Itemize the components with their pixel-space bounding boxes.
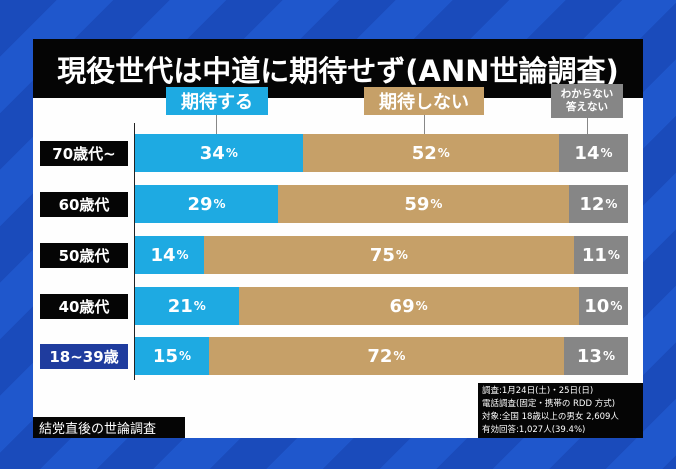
unit-label: % [393,349,406,363]
data-label: 52 [411,142,437,164]
row-label: 50歳代 [40,243,128,268]
legend-not-expect-stem [424,115,425,135]
chart-title: 現役世代は中道に期待せず(ANN世論調査) [33,39,643,98]
unit-label: % [213,197,226,211]
unit-label: % [600,146,613,160]
bar-segment: 10% [578,287,628,325]
source-line: 調査:1月24日(土)・25日(日) [482,386,594,396]
row-label: 18~39歳 [40,344,128,369]
legend-unknown-line1: わからない [560,88,614,100]
bar-segment: 69% [238,287,579,325]
bar-segment: 13% [563,337,628,375]
legend-not-expect: 期待しない [364,87,484,115]
data-label: 13 [576,345,602,367]
bar-segment: 34% [135,134,303,172]
data-label: 15 [152,345,178,367]
bar-segment: 12% [568,185,628,223]
footer-caption: 結党直後の世論調査 [33,417,185,438]
data-label: 12 [579,193,605,215]
unit-label: % [607,248,620,262]
data-label: 75 [369,244,395,266]
data-label: 10 [584,295,610,317]
bar-segment: 15% [135,337,209,375]
bar-segment: 75% [204,236,574,274]
bar-segment: 59% [277,185,569,223]
legend-expect: 期待する [166,87,268,115]
bar-segment: 52% [302,134,559,172]
source-line: 対象:全国 18歳以上の男女 2,609人 [482,412,619,422]
bar-segment: 14% [135,236,205,274]
unit-label: % [605,197,618,211]
row-label: 40歳代 [40,294,128,319]
bar-segment: 11% [573,236,628,274]
data-label: 29 [187,193,213,215]
unit-label: % [415,299,428,313]
data-label: 11 [581,244,607,266]
row-label: 60歳代 [40,192,128,217]
unit-label: % [178,349,192,363]
unit-label: % [395,248,408,262]
unit-label: % [193,299,206,313]
data-label: 72 [367,345,393,367]
data-label: 21 [167,295,193,317]
axis-line [134,123,135,380]
data-label: 14 [150,244,176,266]
unit-label: % [176,248,189,262]
legend-unknown-stem [587,118,588,135]
source-line: 電話調査(固定・携帯の RDD 方式) [482,399,616,409]
survey-source: 調査:1月24日(土)・25日(日) 電話調査(固定・携帯の RDD 方式) 対… [478,383,643,438]
unit-label: % [610,299,623,313]
bar-segment: 29% [135,185,278,223]
unit-label: % [602,349,615,363]
legend-unknown-line2: 答えない [566,101,608,113]
bar-segment: 72% [208,337,564,375]
data-label: 69 [389,295,415,317]
unit-label: % [225,146,238,160]
bar-segment: 21% [135,287,239,325]
unit-label: % [430,197,443,211]
unit-label: % [437,146,450,160]
data-label: 34 [199,142,225,164]
legend-unknown: わからない 答えない [551,84,623,118]
data-label: 14 [574,142,600,164]
row-label: 70歳代~ [40,141,128,166]
source-line: 有効回答:1,027人(39.4%) [482,425,586,435]
data-label: 59 [404,193,430,215]
legend-expect-stem [216,115,217,135]
bar-segment: 14% [558,134,628,172]
